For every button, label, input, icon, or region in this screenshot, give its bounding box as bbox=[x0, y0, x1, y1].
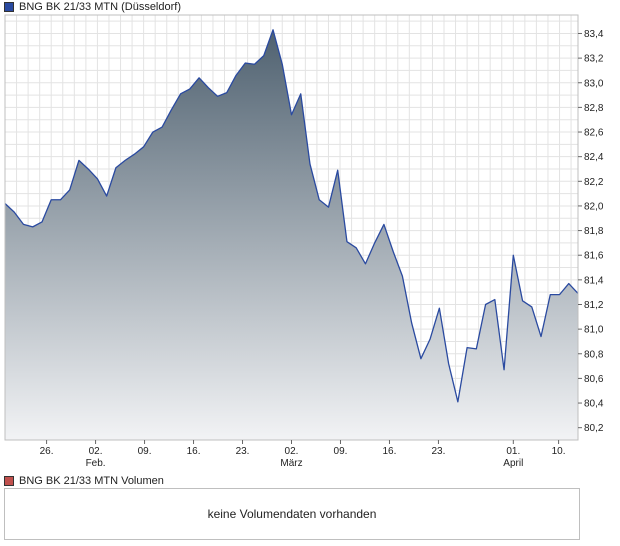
price-area bbox=[5, 29, 578, 441]
volume-empty-message: keine Volumendaten vorhanden bbox=[207, 507, 377, 521]
y-tick-label: 81,0 bbox=[584, 325, 604, 336]
y-tick-label: 82,2 bbox=[584, 177, 604, 188]
y-tick-label: 80,2 bbox=[584, 423, 604, 434]
x-tick-label: 02. bbox=[285, 446, 299, 457]
x-month-label: April bbox=[503, 458, 523, 469]
y-tick-label: 81,4 bbox=[584, 275, 604, 286]
price-legend-swatch bbox=[4, 2, 14, 12]
price-legend-label: BNG BK 21/33 MTN (Düsseldorf) bbox=[19, 1, 181, 13]
x-month-label: März bbox=[280, 458, 302, 469]
y-tick-label: 83,0 bbox=[584, 78, 604, 89]
x-tick-label: 23. bbox=[236, 446, 250, 457]
price-legend: BNG BK 21/33 MTN (Düsseldorf) bbox=[4, 1, 181, 13]
x-tick-label: 16. bbox=[383, 446, 397, 457]
y-tick-label: 82,6 bbox=[584, 128, 604, 139]
volume-legend-swatch bbox=[4, 476, 14, 486]
y-tick-label: 82,0 bbox=[584, 201, 604, 212]
y-tick-label: 82,8 bbox=[584, 103, 604, 114]
x-month-label: Feb. bbox=[86, 458, 106, 469]
x-tick-label: 26. bbox=[40, 446, 54, 457]
x-tick-label: 01. bbox=[506, 446, 520, 457]
y-tick-label: 80,6 bbox=[584, 374, 604, 385]
x-tick-label: 16. bbox=[187, 446, 201, 457]
y-tick-label: 83,2 bbox=[584, 54, 604, 65]
x-tick-label: 02. bbox=[89, 446, 103, 457]
volume-panel: keine Volumendaten vorhanden bbox=[4, 488, 580, 540]
y-tick-label: 80,4 bbox=[584, 399, 604, 410]
x-tick-label: 09. bbox=[138, 446, 152, 457]
y-tick-label: 83,4 bbox=[584, 29, 604, 40]
y-tick-label: 82,4 bbox=[584, 152, 604, 163]
y-tick-label: 80,8 bbox=[584, 349, 604, 360]
x-tick-label: 23. bbox=[431, 446, 445, 457]
y-tick-label: 81,2 bbox=[584, 300, 604, 311]
x-tick-label: 09. bbox=[334, 446, 348, 457]
price-line bbox=[4, 29, 579, 403]
price-chart: 80,2 80,4 80,6 80,8 81,0 81,2 81,4 81,6 81,8 82,0… bbox=[4, 14, 604, 469]
volume-legend-label: BNG BK 21/33 MTN Volumen bbox=[19, 475, 164, 487]
volume-legend: BNG BK 21/33 MTN Volumen bbox=[4, 475, 164, 487]
x-tick-label: 10. bbox=[552, 446, 566, 457]
y-tick-label: 81,8 bbox=[584, 226, 604, 237]
y-tick-label: 81,6 bbox=[584, 251, 604, 262]
